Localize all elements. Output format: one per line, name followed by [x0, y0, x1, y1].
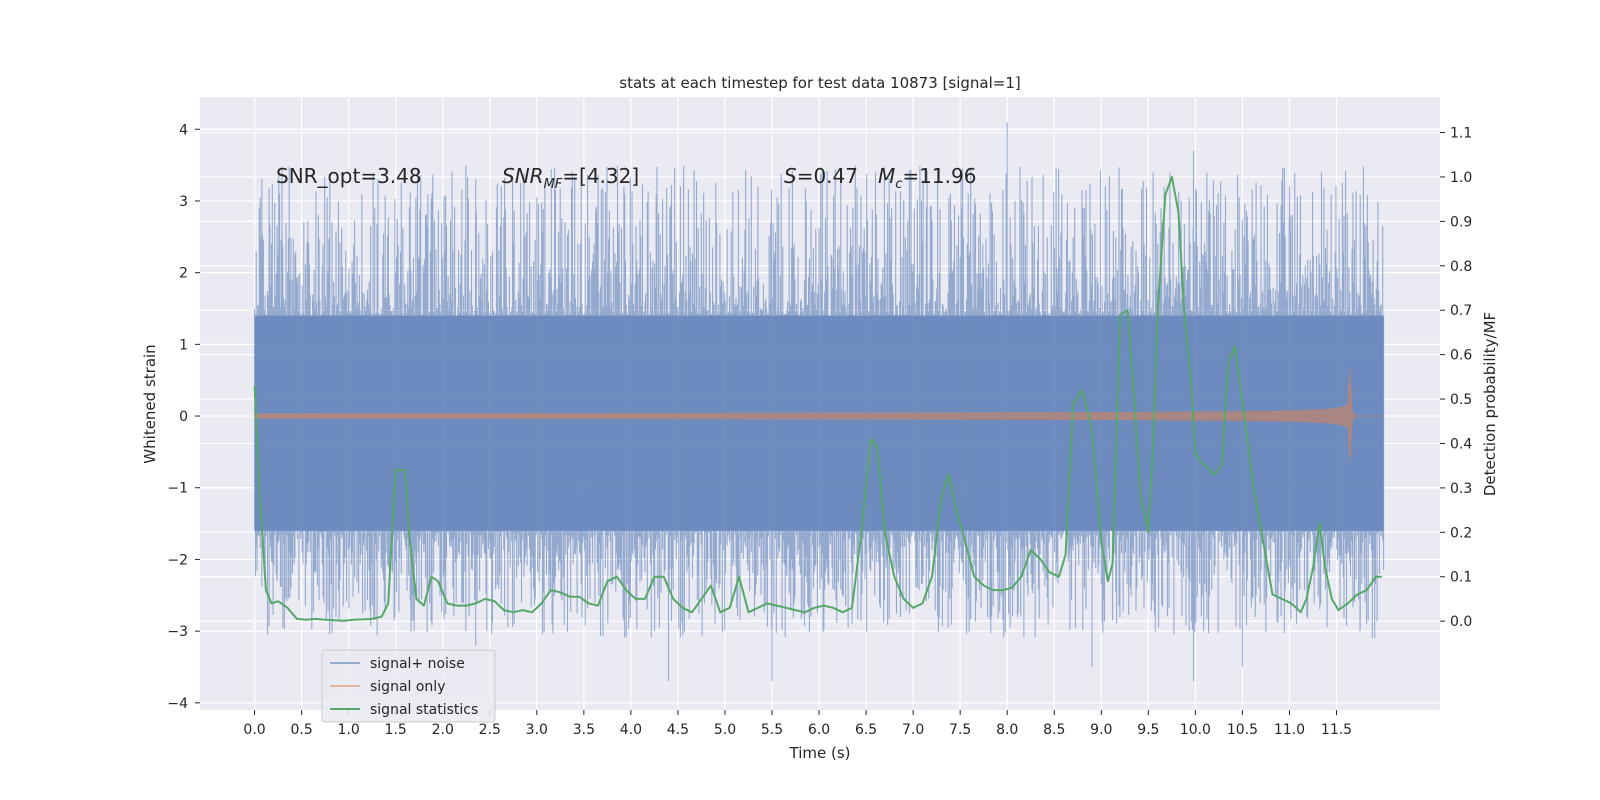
- x-tick-label: 10.5: [1227, 722, 1258, 738]
- y-right-tick-label: 0.9: [1450, 214, 1472, 230]
- legend: signal+ noise signal only signal statist…: [321, 649, 496, 723]
- legend-box: [321, 649, 496, 723]
- mc-annotation: Mc=11.96: [878, 164, 976, 192]
- x-tick-label: 11.5: [1321, 722, 1352, 738]
- y-tick-label: −4: [167, 696, 188, 712]
- axes: 0.0 0.5 1.0 1.5 2.0 2.5 3.0 3.5 4.0 4.5 5.0 5.5 6.0 6…: [167, 122, 1472, 738]
- x-tick-label: 1.0: [338, 722, 360, 738]
- x-tick-label: 4.5: [667, 722, 689, 738]
- x-tick-label: 4.0: [620, 722, 642, 738]
- y-tick-label: −3: [167, 624, 188, 640]
- x-tick-label: 1.5: [385, 722, 407, 738]
- y-right-tick-label: 1.0: [1450, 170, 1472, 186]
- y-tick-label: 2: [179, 266, 188, 282]
- y-right-tick-label: 1.1: [1450, 126, 1472, 142]
- y-right-tick-label: 0.7: [1450, 303, 1472, 319]
- x-tick-label: 0.5: [290, 722, 312, 738]
- y-tick-label: 4: [179, 122, 188, 138]
- x-tick-label: 0.0: [243, 722, 265, 738]
- x-tick-label: 6.5: [855, 722, 877, 738]
- y-right-tick-label: 0.4: [1450, 436, 1472, 452]
- x-tick-label: 8.0: [996, 722, 1018, 738]
- signal-only-line: [254, 368, 1384, 461]
- y-right-tick-label: 0.0: [1450, 614, 1472, 630]
- chart-title: stats at each timestep for test data 108…: [619, 74, 1020, 92]
- x-tick-label: 8.5: [1043, 722, 1065, 738]
- x-tick-label: 9.0: [1090, 722, 1112, 738]
- y-axis-label: Whitened strain: [141, 344, 159, 463]
- x-tick-label: 5.0: [714, 722, 736, 738]
- x-tick-label: 2.0: [432, 722, 454, 738]
- x-tick-label: 11.0: [1274, 722, 1305, 738]
- signal-statistics-line: [253, 176, 1382, 622]
- y-right-tick-label: 0.6: [1450, 348, 1472, 364]
- y-right-tick-label: 0.2: [1450, 525, 1472, 541]
- y-tick-label: 0: [179, 409, 188, 425]
- y-tick-label: 1: [179, 337, 188, 353]
- x-tick-label: 3.5: [573, 722, 595, 738]
- x-tick-label: 7.0: [902, 722, 924, 738]
- legend-label-signal-statistics: signal statistics: [370, 702, 478, 718]
- y-tick-label: −1: [167, 481, 188, 497]
- x-tick-label: 9.5: [1137, 722, 1159, 738]
- x-tick-label: 5.5: [761, 722, 783, 738]
- y-tick-label: 3: [179, 194, 188, 210]
- snr-mf-annotation: SNRMF=[4.32]: [502, 164, 639, 192]
- x-axis-label: Time (s): [789, 744, 851, 762]
- y-right-tick-label: 0.1: [1450, 570, 1472, 586]
- signal-statistics-series: [253, 176, 1382, 622]
- y-axis-right-label: Detection probability/MF: [1481, 312, 1499, 496]
- x-tick-label: 2.5: [479, 722, 501, 738]
- s-annotation: S=0.47: [784, 164, 858, 188]
- legend-label-signal-only: signal only: [370, 679, 445, 695]
- x-tick-label: 3.0: [526, 722, 548, 738]
- signal-plus-noise-series: [254, 122, 1385, 682]
- signal-only-series: [254, 368, 1384, 461]
- y-tick-label: −2: [167, 552, 188, 568]
- y-right-tick-label: 0.3: [1450, 481, 1472, 497]
- y-right-tick-label: 0.5: [1450, 392, 1472, 408]
- x-tick-label: 10.0: [1180, 722, 1211, 738]
- x-tick-label: 6.0: [808, 722, 830, 738]
- y-right-tick-label: 0.8: [1450, 259, 1472, 275]
- legend-label-signal-noise: signal+ noise: [370, 656, 465, 672]
- snr-opt-annotation: SNR_opt=3.48: [276, 164, 422, 188]
- x-tick-label: 7.5: [949, 722, 971, 738]
